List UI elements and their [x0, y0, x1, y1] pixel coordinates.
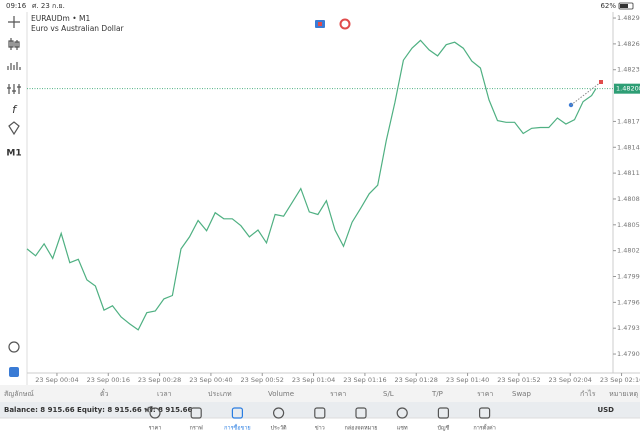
- function-tool[interactable]: f: [12, 103, 18, 116]
- x-tick-label: 23 Sep 01:52: [497, 376, 540, 384]
- y-tick-label: 1.48020: [617, 247, 640, 255]
- status-battery: 62%: [600, 2, 616, 10]
- column-header: ราคา: [477, 390, 493, 398]
- nav-icon: [231, 407, 243, 419]
- zoom-tool[interactable]: [8, 341, 20, 353]
- one-click-inner: [318, 22, 322, 26]
- candles-tool[interactable]: [8, 38, 20, 50]
- bars-tool[interactable]: [7, 62, 21, 70]
- x-tick-label: 23 Sep 00:28: [138, 376, 181, 384]
- nav-icon: [314, 407, 326, 419]
- nav-label: ราคา: [149, 426, 162, 432]
- chart-subtitle: Euro vs Australian Dollar: [31, 24, 125, 33]
- price-tag: [614, 83, 640, 94]
- nav-tab[interactable]: การตั้งค่า: [473, 407, 496, 432]
- x-tick-label: 23 Sep 01:28: [395, 376, 438, 384]
- y-tick-label: 1.48290: [617, 14, 640, 22]
- x-tick-label: 23 Sep 00:52: [241, 376, 284, 384]
- column-header: ประเภท: [208, 390, 232, 398]
- nav-label: การซื้อขาย: [224, 424, 250, 432]
- y-tick-label: 1.48050: [617, 221, 640, 229]
- column-header: Volume: [268, 390, 294, 398]
- timeframe[interactable]: M1: [6, 149, 21, 159]
- price-tag-label: 1.48208: [616, 85, 640, 93]
- nav-label: ข่าว: [315, 426, 325, 432]
- nav-tab[interactable]: ข่าว: [314, 407, 326, 432]
- nav-label: กล่องจดหมาย: [344, 426, 377, 432]
- column-header: S/L: [383, 390, 394, 398]
- x-tick-label: 23 Sep 01:40: [446, 376, 489, 384]
- y-tick-label: 1.48080: [617, 195, 640, 203]
- nav-tab[interactable]: กล่องจดหมาย: [344, 407, 378, 432]
- nav-tab[interactable]: แชท: [396, 407, 408, 432]
- y-tick-label: 1.47990: [617, 273, 640, 281]
- nav-icon: [190, 407, 202, 419]
- nav-tab[interactable]: ประวัติ: [271, 407, 287, 432]
- column-header: T/P: [431, 390, 443, 398]
- order-link: [570, 81, 602, 106]
- nav-icon: [273, 407, 285, 419]
- nav-label: บัญชี: [437, 425, 449, 432]
- nav-label: กราฟ: [190, 425, 203, 432]
- nav-icon: [479, 407, 491, 419]
- nav-tab[interactable]: ราคา: [149, 407, 162, 432]
- objects-tool[interactable]: [8, 121, 20, 136]
- y-tick-label: 1.48170: [617, 117, 640, 125]
- nav-icon: [149, 407, 161, 419]
- nav-label: ประวัติ: [271, 425, 287, 432]
- column-header: หมายเหตุ: [609, 390, 638, 398]
- x-tick-label: 23 Sep 01:16: [343, 376, 386, 384]
- depth-button[interactable]: [339, 18, 351, 30]
- price-line-series: [26, 39, 597, 331]
- nav-tab[interactable]: กราฟ: [190, 407, 203, 432]
- nav-label: การตั้งค่า: [473, 424, 495, 432]
- battery-icon: [618, 2, 634, 10]
- x-tick-label: 23 Sep 02:16: [600, 376, 640, 384]
- nav-tab[interactable]: การซื้อขาย: [224, 407, 251, 432]
- nav-icon: [437, 407, 449, 419]
- balance-text: Balance: 8 915.66 Equity: 8 915.66 ฟรี: …: [4, 406, 193, 414]
- x-tick-label: 23 Sep 02:04: [549, 376, 592, 384]
- x-tick-label: 23 Sep 01:04: [292, 376, 335, 384]
- y-tick-label: 1.48110: [617, 169, 640, 177]
- chart-title: EURAUDm • M1: [31, 14, 90, 23]
- close-marker: [599, 80, 603, 84]
- battery-level: [620, 4, 628, 8]
- crosshair-tool[interactable]: [8, 16, 20, 28]
- column-header: สัญลักษณ์: [4, 390, 34, 398]
- column-header: ราคา: [330, 390, 346, 398]
- status-date: ศ. 23 ก.ย.: [32, 2, 65, 10]
- column-header: Swap: [512, 390, 531, 398]
- y-tick-label: 1.48260: [617, 40, 640, 48]
- nav-tab[interactable]: บัญชี: [437, 407, 450, 432]
- y-tick-label: 1.47930: [617, 324, 640, 332]
- indicators-tool[interactable]: [7, 84, 21, 94]
- x-tick-label: 23 Sep 00:40: [189, 376, 232, 384]
- y-tick-label: 1.47960: [617, 298, 640, 306]
- status-time: 09:16: [6, 2, 27, 10]
- toolbar: f M1: [6, 16, 22, 377]
- x-tick-label: 23 Sep 00:04: [35, 376, 78, 384]
- balance-currency: USD: [597, 406, 614, 414]
- y-tick-label: 1.48230: [617, 66, 640, 74]
- nav-icon: [355, 407, 367, 419]
- nav-icon: [396, 407, 408, 419]
- trade-tool[interactable]: [9, 367, 19, 377]
- nav-label: แชท: [397, 425, 408, 432]
- table-header: [0, 385, 640, 402]
- column-header: กำไร: [580, 389, 596, 398]
- y-tick-label: 1.48140: [617, 143, 640, 151]
- y-tick-label: 1.47900: [617, 350, 640, 358]
- column-header: ตั๋ว: [100, 389, 109, 398]
- column-header: เวลา: [157, 390, 172, 398]
- x-tick-label: 23 Sep 00:16: [87, 376, 130, 384]
